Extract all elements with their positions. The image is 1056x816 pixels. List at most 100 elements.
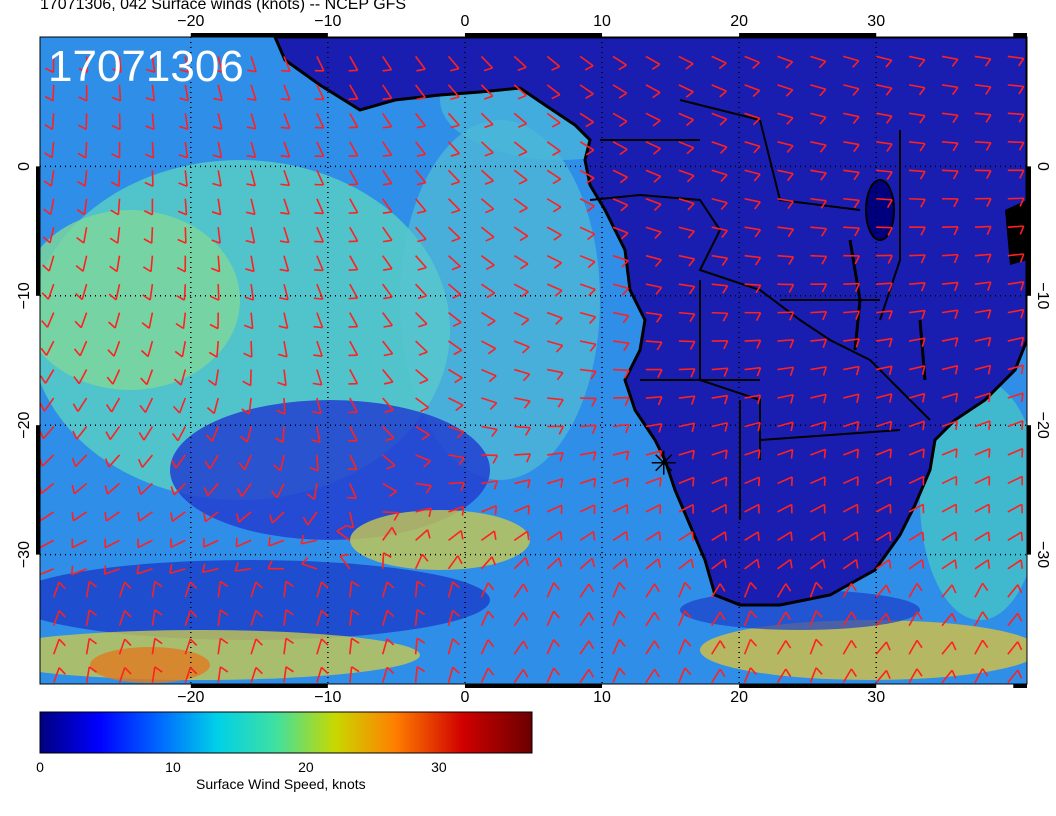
wind-barb: [513, 640, 529, 655]
wind-barb: [678, 503, 694, 514]
wind-barb: [184, 666, 198, 683]
wind-barb: [246, 170, 256, 187]
wind-barb: [744, 55, 760, 69]
colorbar-title: Surface Wind Speed, knots: [196, 776, 366, 792]
wind-barb: [1007, 55, 1025, 67]
wind-barb: [843, 141, 860, 153]
wind-barb: [314, 84, 325, 101]
lat-tick-label-left: −30: [16, 541, 33, 568]
wind-barb: [974, 112, 992, 123]
wind-barb: [810, 283, 828, 293]
lon-tick-label-top: −20: [177, 13, 204, 30]
wind-barb: [414, 553, 429, 570]
wind-barb: [241, 397, 252, 415]
wind-barb: [678, 476, 695, 487]
wind-barb: [974, 84, 992, 95]
wind-barb: [875, 503, 892, 514]
wind-barb: [212, 170, 222, 187]
wind-barb: [480, 556, 497, 570]
wind-barb: [777, 558, 793, 570]
wind-barb: [43, 198, 55, 216]
wind-barb: [809, 531, 826, 542]
wind-barb: [612, 558, 629, 570]
wind-barb: [842, 668, 857, 684]
wind-barb: [278, 312, 289, 330]
wind-barb: [941, 169, 959, 180]
wind-barb: [645, 55, 661, 70]
lake-victoria: [865, 179, 895, 241]
wind-barb: [480, 530, 497, 542]
wind-barb: [843, 112, 860, 125]
wind-barb: [170, 482, 186, 496]
wind-barb: [178, 141, 189, 159]
lat-tick-label-right: −20: [1034, 412, 1051, 439]
wind-barb: [347, 454, 358, 471]
wind-barb: [645, 558, 662, 570]
wind-barb: [678, 422, 696, 433]
wind-barb: [103, 565, 120, 576]
wind-barb: [941, 531, 958, 542]
wind-barb: [876, 310, 893, 320]
wind-barb: [480, 112, 494, 129]
wind-barb: [744, 503, 760, 514]
wind-barb: [513, 311, 530, 326]
right-frame-bar: [1027, 166, 1031, 296]
wind-barb: [711, 254, 729, 266]
wind-barb: [382, 369, 394, 385]
wind-barb: [810, 448, 827, 459]
wind-barb: [974, 503, 991, 514]
wind-barb: [810, 476, 826, 486]
wind-barb: [546, 639, 561, 655]
wind-barb: [514, 478, 531, 489]
wind-barb: [678, 340, 696, 350]
wind-barb: [415, 529, 431, 541]
wind-barb: [974, 197, 992, 207]
wind-barb: [235, 537, 252, 548]
wind-barb: [348, 84, 359, 101]
wind-barb: [514, 340, 530, 354]
wind-barb: [348, 397, 358, 414]
wind-barb: [73, 340, 88, 357]
wind-barb: [612, 423, 630, 434]
wind-barb: [75, 255, 88, 272]
wind-barb: [239, 426, 252, 443]
wind-barb: [349, 609, 360, 626]
wind-barb: [52, 610, 66, 627]
wind-barb: [909, 309, 926, 320]
wind-barb: [809, 558, 826, 570]
wind-barb: [111, 84, 122, 102]
wind-barb: [278, 340, 288, 358]
wind-barb: [140, 369, 154, 386]
wind-barb: [645, 640, 660, 655]
wind-barb: [546, 55, 561, 71]
wind-barb: [612, 198, 629, 212]
wind-barb: [908, 112, 926, 124]
wind-barb: [711, 55, 727, 70]
wind-barb: [52, 581, 66, 598]
wind-barb: [777, 366, 795, 377]
wind-barb: [184, 638, 198, 655]
wind-barb: [110, 170, 121, 187]
wind-barb: [447, 141, 460, 157]
wind-barb: [382, 312, 393, 328]
wind-barb: [810, 141, 827, 153]
wind-barb: [810, 84, 827, 97]
wind-barb: [514, 397, 531, 409]
wind-barb: [909, 169, 926, 180]
wind-barb: [743, 667, 758, 684]
wind-barb: [1007, 420, 1024, 430]
wind-barb: [71, 454, 88, 468]
wind-barb: [480, 582, 495, 598]
wind-barb: [941, 281, 959, 292]
wind-barb: [209, 312, 220, 330]
wind-barb: [280, 141, 291, 158]
wind-barb: [480, 311, 496, 327]
wind-barb: [1007, 559, 1024, 570]
wind-barb: [876, 197, 893, 208]
wind-barb: [1007, 141, 1025, 151]
wind-barb: [908, 531, 925, 542]
wind-barb: [246, 84, 257, 101]
wind-barb: [480, 169, 494, 185]
wind-barb: [52, 638, 66, 655]
wind-barb: [213, 84, 223, 102]
